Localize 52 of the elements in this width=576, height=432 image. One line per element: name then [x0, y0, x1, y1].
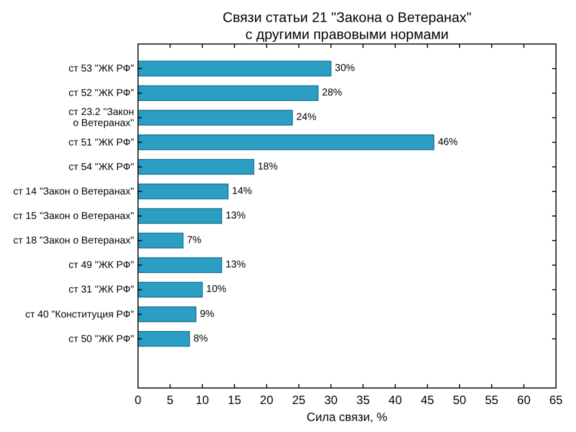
x-tick-label: 55	[485, 393, 499, 407]
data-label: 8%	[193, 333, 208, 344]
y-tick-label: ст 51 "ЖК РФ"	[68, 136, 134, 148]
bar	[138, 134, 434, 150]
data-label: 13%	[226, 260, 246, 271]
y-tick-label: ст 18 "Закон о Ветеранах"	[13, 235, 134, 246]
y-tick-label: ст 14 "Закон о Ветеранах"	[13, 186, 134, 197]
x-tick-label: 5	[166, 393, 174, 407]
y-tick-label: ст 50 "ЖК РФ"	[68, 333, 134, 344]
bar	[138, 60, 332, 76]
x-tick-label: 20	[260, 393, 274, 407]
y-tick-label: ст 31 "ЖК РФ"	[68, 284, 134, 296]
bar	[138, 85, 319, 102]
x-tick-label: 15	[228, 393, 242, 407]
y-tick-label: ст 49 "ЖК РФ"	[68, 260, 134, 271]
x-tick-label: 65	[549, 393, 563, 407]
x-tick-label: 50	[452, 393, 467, 407]
data-label: 18%	[258, 161, 278, 172]
chart-title: Связи статьи 21 "Закона о Ветеранах" с другими правовыми нормами	[222, 9, 472, 42]
y-tick-label: ст 15 "Закон о Ветеранах"	[13, 210, 134, 222]
x-tick-label: 45	[420, 393, 434, 407]
y-tick-label: ст 53 "ЖК РФ"	[68, 63, 134, 74]
bar	[138, 184, 229, 200]
x-tick-label: 0	[134, 393, 142, 407]
data-label: 28%	[322, 88, 342, 99]
bar	[138, 257, 222, 274]
data-label: 9%	[200, 308, 214, 320]
bar	[138, 282, 203, 298]
x-tick-label: 10	[196, 393, 210, 407]
bar	[138, 110, 293, 126]
y-tick-label: ст 40 "Конституция РФ"	[25, 308, 134, 320]
bar	[138, 158, 254, 175]
x-tick-label: 25	[292, 393, 306, 407]
y-tick-label: ст 23.2 "Закон о Ветеранах"	[68, 106, 134, 129]
bar	[138, 208, 222, 224]
y-tick-label: ст 54 "ЖК РФ"	[68, 161, 134, 172]
bar	[138, 330, 190, 347]
data-label: 30%	[334, 63, 356, 74]
data-label: 14%	[232, 186, 252, 197]
bar	[138, 306, 196, 322]
data-label: 24%	[296, 112, 316, 124]
x-tick-label: 35	[356, 393, 370, 407]
x-tick-label: 40	[388, 393, 402, 407]
data-label: 7%	[187, 235, 202, 246]
data-label: 46%	[438, 136, 458, 148]
bar	[138, 232, 184, 248]
data-label: 13%	[226, 210, 246, 222]
x-tick-label: 30	[324, 393, 338, 407]
data-label: 10%	[206, 284, 226, 296]
x-axis-title: Сила связи, %	[306, 410, 388, 424]
y-tick-label: ст 52 "ЖК РФ"	[68, 88, 134, 99]
x-tick-label: 60	[517, 393, 531, 407]
